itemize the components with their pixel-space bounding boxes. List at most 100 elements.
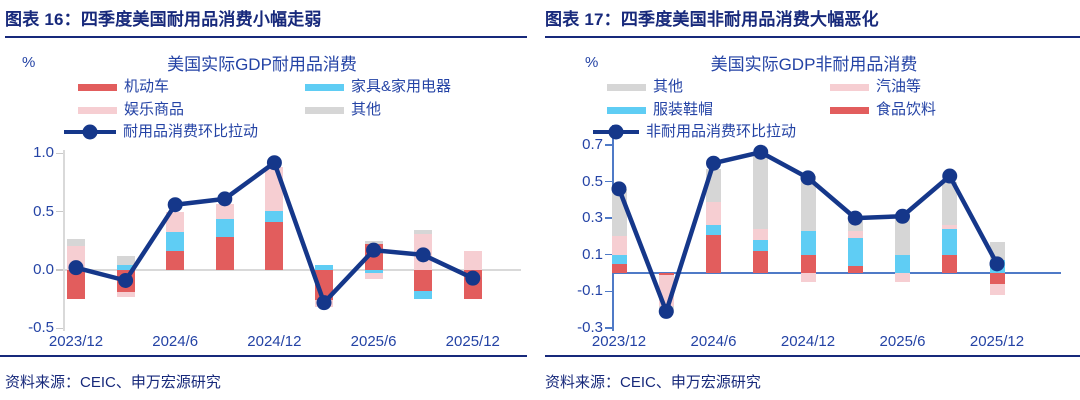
legend-label: 食品饮料 <box>876 101 937 118</box>
legend-label: 其他 <box>351 101 382 118</box>
bar-segment-服装鞋帽 <box>895 254 910 273</box>
bar-segment-食品饮料 <box>989 273 1005 284</box>
y-axis-tick-label: 0.5 <box>33 202 54 220</box>
x-axis-tick-label: 2025/12 <box>969 333 1025 350</box>
bar-segment-其他 <box>800 176 816 231</box>
y-axis-tick-label: 0.3 <box>582 209 603 227</box>
bar-segment-娱乐商品 <box>166 211 185 232</box>
legend-label: 家具&家用电器 <box>351 78 452 95</box>
y-axis-tick-label: 0.1 <box>582 245 603 263</box>
y-axis-tick <box>56 269 63 271</box>
legend-swatch-icon <box>607 106 646 114</box>
figure-17-heading: 图表 17：四季度美国非耐用品消费大幅恶化 <box>545 5 1080 38</box>
y-axis-unit-label: % <box>585 54 599 71</box>
bar-segment-服装鞋帽 <box>847 238 863 266</box>
bar-segment-食品饮料 <box>753 251 769 273</box>
legend-dot-icon <box>82 124 98 140</box>
y-axis-tick <box>56 210 63 213</box>
bar-segment-食品饮料 <box>706 234 721 273</box>
bar-segment-机动车 <box>166 251 185 270</box>
legend-label: 服装鞋帽 <box>653 101 714 118</box>
legend-item-其他: 其他 <box>305 102 381 118</box>
y-axis-tick-label: -0.5 <box>28 319 54 337</box>
legend-item-其他: 其他 <box>607 79 683 95</box>
bar-segment-汽油等 <box>753 229 769 241</box>
bar-segment-家具&家用电器 <box>116 265 135 270</box>
legend-swatch-icon <box>305 83 344 91</box>
bar-segment-娱乐商品 <box>315 300 333 308</box>
legend-label: 机动车 <box>124 78 170 95</box>
legend-swatch-icon <box>78 83 117 91</box>
source-note: 资料来源：CEIC、申万宏源研究 <box>545 374 761 391</box>
bar-segment-家具&家用电器 <box>414 290 433 300</box>
bar-segment-娱乐商品 <box>463 251 482 270</box>
legend-item-耐用品消费环比拉动: 耐用品消费环比拉动 <box>64 124 258 140</box>
figure-16-panel: 图表 16：四季度美国耐用品消费小幅走弱 % 美国实际GDP耐用品消费 资料来源… <box>0 5 527 391</box>
legend-label: 非耐用品消费环比拉动 <box>646 123 797 140</box>
y-axis-tick <box>605 144 612 146</box>
bar-segment-机动车 <box>265 222 284 270</box>
y-axis-tick <box>605 180 612 183</box>
bar-segment-机动车 <box>414 270 433 291</box>
bar-segment-汽油等 <box>706 201 721 226</box>
x-axis-tick-label: 2024/6 <box>690 333 737 350</box>
bar-segment-娱乐商品 <box>414 233 433 270</box>
bar-segment-其他 <box>847 219 863 231</box>
bar-segment-娱乐商品 <box>364 273 383 280</box>
bar-segment-汽油等 <box>989 283 1005 295</box>
bar-segment-其他 <box>67 238 85 246</box>
figure-16-heading: 图表 16：四季度美国耐用品消费小幅走弱 <box>5 5 527 38</box>
bar-segment-汽油等 <box>658 274 674 306</box>
bar-segment-其他 <box>706 168 721 202</box>
legend-swatch-icon <box>305 106 344 114</box>
y-axis-tick-label: 0.0 <box>33 261 54 278</box>
y-axis-tick-label: -0.1 <box>577 282 603 300</box>
bar-segment-其他 <box>753 152 769 230</box>
bar-segment-其他 <box>658 305 674 314</box>
y-axis-tick <box>56 152 63 155</box>
bar-segment-其他 <box>942 181 958 226</box>
legend-line-marker-icon <box>593 124 639 140</box>
y-axis-tick-label: 1.0 <box>33 144 54 162</box>
x-axis-tick-label: 2024/6 <box>152 333 199 350</box>
bar-segment-家具&家用电器 <box>315 265 333 270</box>
chart-title: 美国实际GDP非耐用品消费 <box>710 55 918 74</box>
footer-divider <box>545 355 1080 357</box>
bar-segment-娱乐商品 <box>67 245 85 270</box>
bar-segment-机动车 <box>67 270 85 300</box>
legend-swatch-icon <box>830 83 869 91</box>
y-axis-tick <box>605 327 612 329</box>
legend-item-家具&家用电器: 家具&家用电器 <box>305 79 451 95</box>
line-marker <box>167 197 183 213</box>
bar-segment-食品饮料 <box>611 263 627 273</box>
bar-segment-汽油等 <box>895 273 910 283</box>
bar-segment-汽油等 <box>800 273 816 283</box>
x-axis-tick-label: 2025/12 <box>445 333 500 350</box>
bar-segment-汽油等 <box>942 225 958 230</box>
legend-swatch-icon <box>830 106 869 114</box>
chart-title: 美国实际GDP耐用品消费 <box>167 55 357 74</box>
bar-segment-服装鞋帽 <box>706 225 721 235</box>
legend-item-汽油等: 汽油等 <box>830 79 921 95</box>
y-axis-tick-label: 0.7 <box>582 135 603 153</box>
bar-segment-家具&家用电器 <box>166 231 185 252</box>
bar-segment-服装鞋帽 <box>611 254 627 264</box>
bar-segment-汽油等 <box>847 230 863 239</box>
bar-segment-机动车 <box>463 270 482 300</box>
y-axis-tick-label: 0.5 <box>582 172 603 190</box>
bar-segment-其他 <box>895 216 910 255</box>
legend-item-食品饮料: 食品饮料 <box>830 102 936 118</box>
bar-segment-其他 <box>364 240 383 245</box>
x-axis-tick-label: 2023/12 <box>591 333 647 350</box>
figure-17-panel: 图表 17：四季度美国非耐用品消费大幅恶化 % 美国实际GDP非耐用品消费 资料… <box>540 0 1080 400</box>
legend-swatch-icon <box>607 83 646 91</box>
legend-item-机动车: 机动车 <box>78 79 169 95</box>
legend-item-服装鞋帽: 服装鞋帽 <box>607 102 713 118</box>
bar-segment-汽油等 <box>611 236 627 255</box>
legend-label: 汽油等 <box>876 78 922 95</box>
bar-segment-娱乐商品 <box>116 292 135 297</box>
x-axis-tick-label: 2024/12 <box>247 333 302 350</box>
bar-segment-食品饮料 <box>847 265 863 273</box>
bar-segment-食品饮料 <box>800 254 816 273</box>
